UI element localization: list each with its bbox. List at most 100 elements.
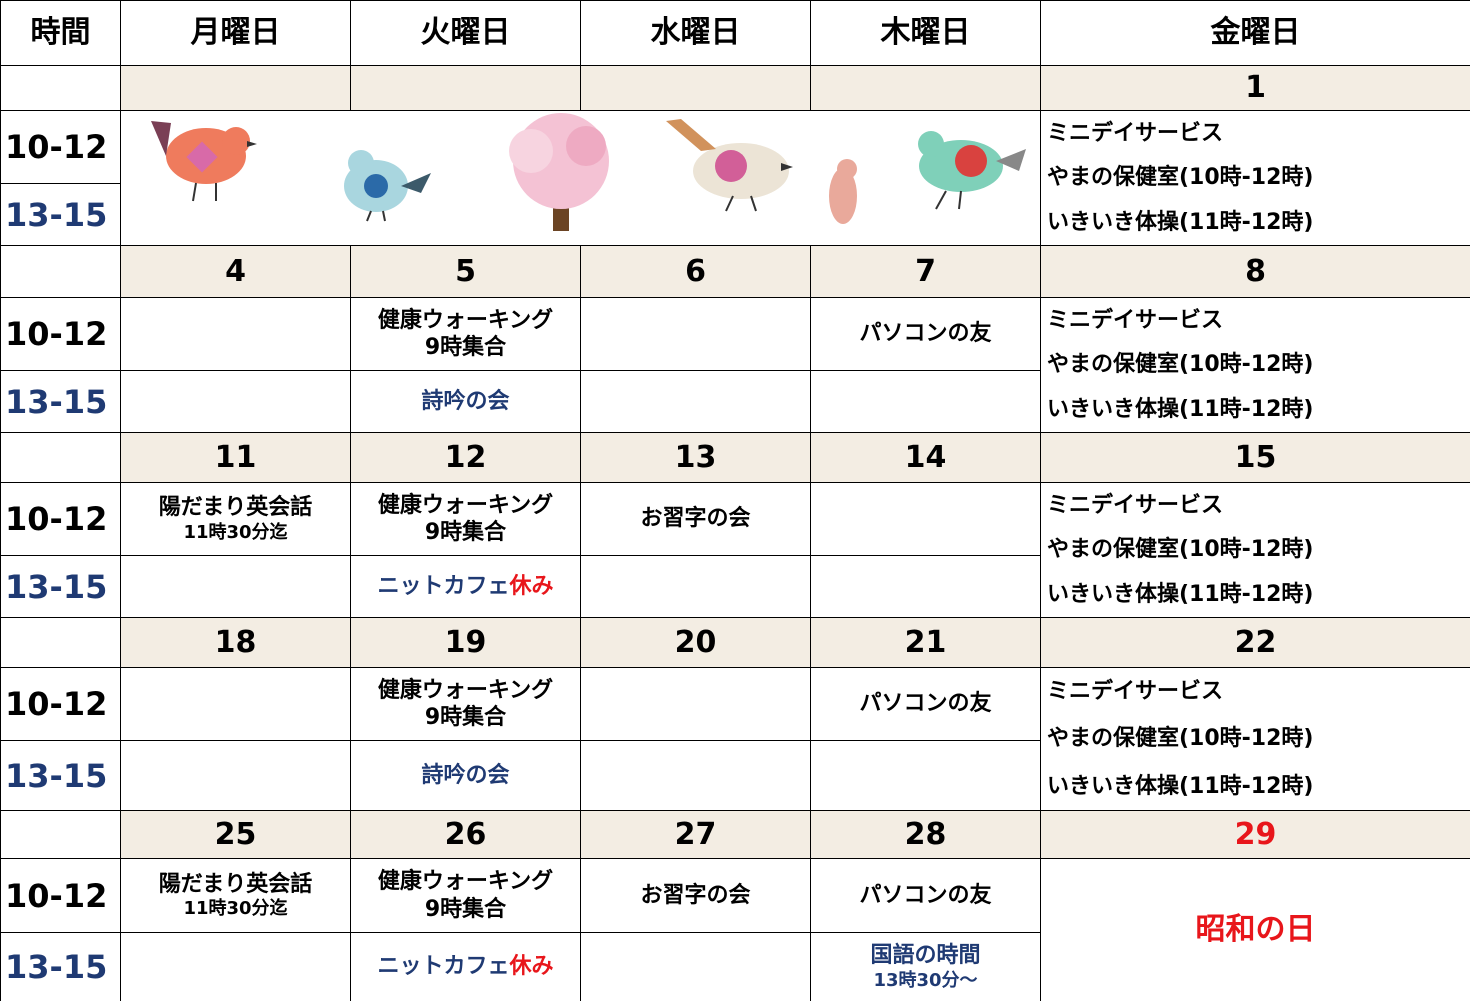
cell-text: 健康ウォーキング (377, 307, 554, 333)
cell-text: 昭和の日 (1195, 912, 1316, 948)
time-cell: 13-15 (0, 740, 121, 811)
cell-text: 11時30分迄 (183, 521, 288, 543)
bird (829, 159, 857, 224)
date-cell: 26 (350, 810, 581, 859)
event-cell (580, 667, 811, 741)
time-cell: 13-15 (0, 932, 121, 1001)
cell-text: 11時30分迄 (183, 898, 288, 919)
event-cell: 健康ウォーキング 9時集合 (350, 482, 581, 556)
date-cell: 14 (810, 432, 1041, 483)
event-cell (580, 740, 811, 811)
event-cell (580, 297, 811, 371)
cell-text: ミニデイサービス (1047, 120, 1224, 146)
cell-text: ミニデイサービス (1047, 307, 1224, 333)
date-number: 19 (444, 624, 487, 660)
event-cell: 詩吟の会 (350, 740, 581, 811)
cell-line: ニットカフェ休み (377, 573, 553, 601)
cell-text: 健康ウォーキング (377, 869, 554, 894)
event-cell (120, 297, 351, 371)
time-label: 13-15 (5, 567, 108, 606)
date-cell (0, 617, 121, 668)
date-cell (0, 810, 121, 859)
time-label: 10-12 (5, 685, 108, 723)
cell-text: やまの保健室(10時-12時) (1047, 352, 1314, 378)
time-label: 10-12 (5, 128, 108, 166)
cell-text: ミニデイサービス (1047, 492, 1224, 518)
date-number: 29 (1234, 816, 1277, 852)
cell-text: 9時集合 (424, 520, 507, 545)
event-cell: 健康ウォーキング 9時集合 (350, 858, 581, 933)
cell-text: ニットカフェ (377, 573, 510, 599)
date-cell: 1 (1040, 65, 1470, 111)
cell-text: 9時集合 (424, 335, 507, 360)
bird (918, 131, 1026, 210)
date-number: 27 (674, 816, 717, 852)
event-cell (580, 370, 811, 433)
date-cell: 13 (580, 432, 811, 483)
date-cell: 4 (120, 245, 351, 298)
cell-text: 休み (509, 954, 554, 980)
time-label: 10-12 (5, 315, 108, 353)
event-cell: ニットカフェ休み (350, 932, 581, 1001)
bird (344, 150, 431, 222)
time-cell: 10-12 (0, 667, 121, 741)
event-cell: お習字の会 (580, 858, 811, 933)
tree (509, 113, 609, 231)
date-number: 13 (674, 439, 717, 475)
date-cell (350, 65, 581, 111)
date-cell: 27 (580, 810, 811, 859)
date-number: 25 (214, 816, 257, 852)
bird (151, 121, 257, 202)
event-cell: 詩吟の会 (350, 370, 581, 433)
illustration (151, 113, 1026, 231)
header-text: 時間 (30, 15, 91, 51)
header-text: 金曜日 (1210, 15, 1301, 51)
time-label: 13-15 (5, 756, 108, 795)
date-cell: 8 (1040, 245, 1470, 298)
header-cell: 水曜日 (580, 0, 811, 66)
friday-cell: ミニデイサービス やまの保健室(10時-12時) いきいき体操(11時-12時) (1040, 482, 1470, 618)
date-cell (580, 65, 811, 111)
date-cell: 15 (1040, 432, 1470, 483)
date-cell: 7 (810, 245, 1041, 298)
date-cell (0, 65, 121, 111)
header-cell: 木曜日 (810, 0, 1041, 66)
cell-text: いきいき体操(11時-12時) (1047, 773, 1314, 799)
date-number: 20 (674, 624, 717, 660)
date-cell: 11 (120, 432, 351, 483)
event-cell: 陽だまり英会話 11時30分迄 (120, 482, 351, 556)
header-text: 水曜日 (650, 15, 741, 51)
time-cell: 10-12 (0, 482, 121, 556)
event-cell (810, 555, 1041, 618)
date-number: 4 (225, 253, 246, 289)
time-label: 13-15 (5, 382, 108, 421)
event-cell (580, 932, 811, 1001)
cell-text: パソコンの友 (859, 321, 992, 347)
time-label: 10-12 (5, 876, 108, 915)
event-cell: 陽だまり英会話 11時30分迄 (120, 858, 351, 933)
date-number: 12 (444, 439, 487, 475)
event-cell: 国語の時間 13時30分〜 (810, 932, 1041, 1001)
date-cell: 22 (1040, 617, 1470, 668)
cell-text: 詩吟の会 (421, 388, 510, 414)
bird (666, 119, 793, 212)
cell-text: いきいき体操(11時-12時) (1047, 581, 1314, 607)
date-number: 26 (444, 816, 487, 852)
cell-text: 国語の時間 (870, 943, 981, 968)
event-cell (120, 555, 351, 618)
date-cell: 20 (580, 617, 811, 668)
cell-text: パソコンの友 (859, 691, 992, 717)
time-label: 13-15 (5, 195, 108, 234)
cell-text: いきいき体操(11時-12時) (1047, 209, 1314, 235)
cell-text: 陽だまり英会話 (158, 495, 313, 520)
time-cell: 13-15 (0, 183, 121, 246)
time-label: 10-12 (5, 500, 108, 538)
date-number: 11 (214, 439, 257, 475)
friday-cell: 昭和の日 (1040, 858, 1470, 1001)
date-number: 22 (1234, 624, 1277, 660)
event-cell (120, 667, 351, 741)
event-cell (580, 555, 811, 618)
time-cell: 13-15 (0, 555, 121, 618)
time-cell: 10-12 (0, 858, 121, 933)
